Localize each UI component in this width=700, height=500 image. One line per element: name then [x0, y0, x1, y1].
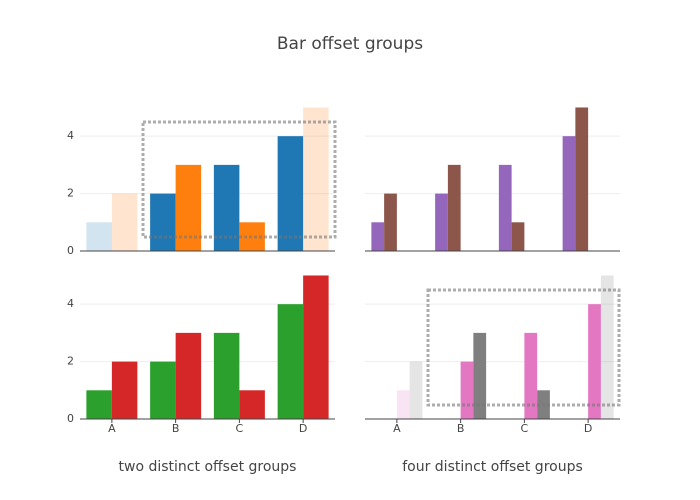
bar	[588, 304, 601, 419]
bar	[600, 275, 614, 419]
x-tick-label: D	[584, 422, 592, 435]
bar	[575, 107, 589, 252]
bar	[562, 136, 576, 251]
bar	[384, 193, 397, 251]
y-tick-label: 4	[67, 129, 74, 142]
bar	[447, 164, 461, 251]
bar	[473, 332, 487, 419]
bar	[303, 107, 329, 252]
bar	[409, 361, 423, 419]
x-tick-label: B	[172, 422, 180, 435]
bar	[460, 361, 474, 419]
figure-title: Bar offset groups	[277, 34, 423, 54]
bar	[277, 136, 304, 251]
bar	[524, 332, 538, 419]
selection-box	[426, 288, 621, 407]
bar	[150, 361, 176, 419]
x-tick-label: A	[393, 422, 401, 435]
x-tick-label: C	[521, 422, 529, 435]
bar	[86, 222, 112, 251]
bar	[213, 332, 240, 419]
bar	[396, 390, 410, 419]
x-tick-label: D	[299, 422, 307, 435]
y-tick-label: 4	[67, 297, 74, 310]
x-axis-title: four distinct offset groups	[402, 459, 583, 475]
bar	[303, 275, 329, 419]
y-tick-label: 2	[67, 355, 74, 368]
selection-box	[141, 120, 337, 239]
bar	[371, 222, 385, 251]
bar	[150, 193, 176, 251]
bar	[239, 390, 265, 419]
bar	[498, 164, 512, 251]
bar	[277, 304, 304, 419]
x-axis-title: two distinct offset groups	[119, 459, 297, 475]
bar	[435, 193, 448, 251]
bar	[175, 332, 202, 419]
bar	[511, 222, 525, 251]
x-tick-label: C	[236, 422, 244, 435]
x-tick-label: B	[457, 422, 465, 435]
y-tick-label: 0	[67, 412, 74, 425]
bar	[86, 390, 112, 419]
bar	[111, 193, 138, 251]
y-tick-label: 0	[67, 244, 74, 257]
x-tick-label: A	[108, 422, 116, 435]
bar	[111, 361, 138, 419]
y-tick-label: 2	[67, 187, 74, 200]
